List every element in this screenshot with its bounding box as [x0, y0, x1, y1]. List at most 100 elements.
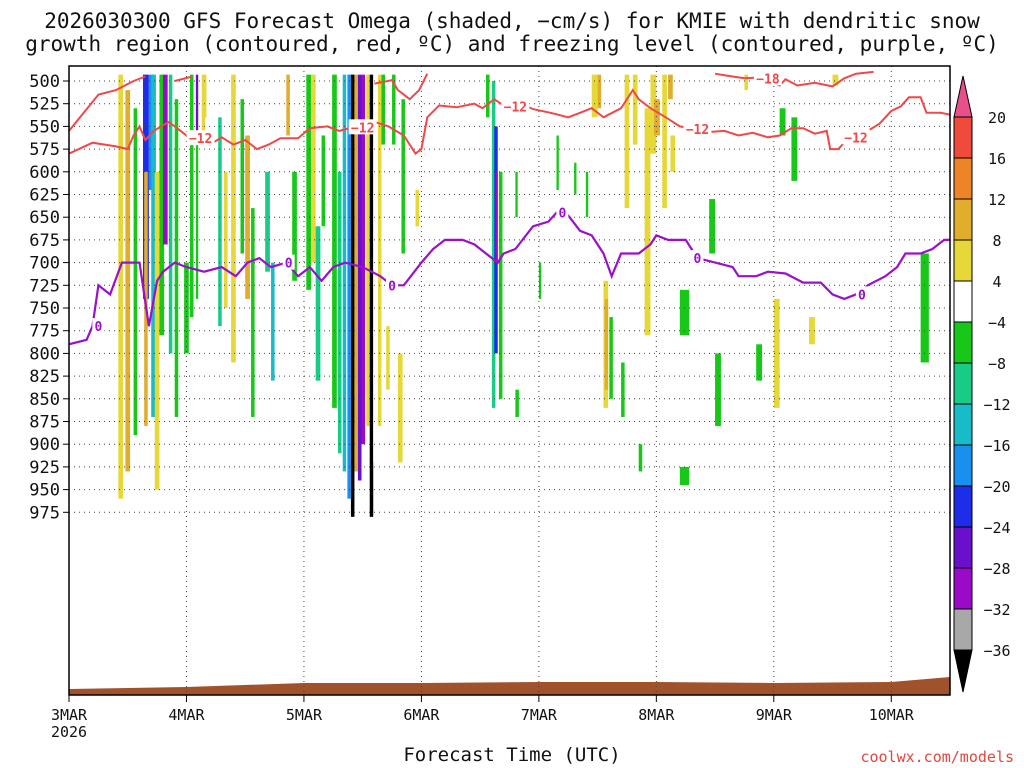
colorbar-top-arrow — [953, 75, 973, 118]
omega-cell — [809, 317, 815, 345]
colorbar-swatch — [953, 608, 973, 651]
freezing-level-label-bg — [691, 250, 704, 266]
colorbar-swatch — [953, 444, 973, 487]
omega-cell — [292, 171, 297, 281]
omega-cell — [644, 108, 651, 336]
colorbar-swatch — [953, 198, 973, 241]
colorbar-swatch — [953, 567, 973, 610]
y-tick-label: 800 — [29, 344, 60, 364]
y-tick-label: 625 — [29, 186, 60, 206]
x-tick-label: 10MAR — [869, 706, 915, 724]
omega-cell — [354, 74, 358, 472]
omega-cell — [278, 144, 283, 318]
y-tick-label: 600 — [29, 163, 60, 183]
omega-cell — [366, 74, 370, 427]
omega-cell — [709, 199, 716, 254]
freezing-level-line — [69, 211, 950, 346]
omega-cell — [315, 226, 321, 381]
isotherm-minus12-label: −12 — [686, 123, 709, 138]
colorbar-swatch — [953, 157, 973, 200]
omega-cell — [515, 389, 519, 417]
credit-text: coolwx.com/models — [860, 748, 1014, 766]
omega-cell — [118, 74, 124, 499]
freezing-level-label-bg — [556, 204, 569, 220]
omega-cell — [218, 117, 222, 327]
omega-cell — [350, 74, 355, 517]
colorbar-label: −36 — [983, 642, 1010, 660]
colorbar-label: −20 — [983, 478, 1010, 496]
omega-cell — [515, 171, 518, 218]
omega-cell — [159, 74, 165, 336]
chart-title-line-2: growth region (contoured, red, ºC) and f… — [25, 32, 999, 56]
colorbar-label: −4 — [988, 314, 1006, 332]
x-tick-label: 7MAR — [521, 706, 558, 724]
omega-cell — [201, 74, 207, 136]
isotherm-minus12-label: −12 — [844, 131, 867, 146]
omega-cell — [251, 208, 255, 417]
isotherm-minus18-label: −18 — [756, 72, 780, 87]
colorbar-swatch — [953, 116, 973, 159]
colorbar-bottom-arrow — [953, 649, 973, 693]
omega-cell — [556, 135, 559, 190]
isotherm-minus12-label: −12 — [351, 121, 374, 136]
omega-cell — [650, 74, 657, 154]
colorbar-label: −28 — [983, 560, 1010, 578]
omega-cell — [381, 74, 385, 145]
omega-cell — [486, 74, 490, 118]
colorbar-label: −8 — [988, 355, 1006, 373]
omega-cell — [415, 189, 420, 227]
omega-cell — [632, 74, 638, 145]
omega-cell — [369, 74, 374, 517]
y-tick-label: 775 — [29, 322, 60, 342]
y-tick-label: 950 — [29, 481, 60, 501]
omega-cell — [773, 298, 780, 408]
omega-cell — [168, 74, 173, 354]
y-tick-label: 650 — [29, 208, 60, 228]
colorbar-label: −12 — [983, 396, 1010, 414]
isotherm-minus12-label-bg — [501, 98, 530, 114]
freezing-level-label: 0 — [285, 257, 293, 272]
colorbar-label: 20 — [988, 109, 1006, 127]
plot-frame — [68, 65, 951, 696]
isotherm-minus12-label-bg — [683, 121, 712, 137]
omega-cell — [392, 74, 396, 145]
isotherm-minus18-label-bg — [753, 70, 782, 86]
omega-cell — [538, 262, 542, 299]
y-tick-label: 850 — [29, 390, 60, 410]
freezing-level-label: 0 — [858, 288, 866, 303]
freezing-level-label: 0 — [388, 279, 396, 294]
omega-cell — [495, 171, 498, 263]
omega-cell — [271, 262, 275, 381]
omega-cell — [361, 74, 366, 445]
isotherm-minus12-label: −12 — [189, 132, 212, 147]
omega-cell — [306, 74, 311, 290]
colorbar-swatch — [953, 321, 973, 364]
omega-cell — [154, 171, 160, 490]
omega-cell — [373, 74, 377, 463]
omega-cell — [240, 99, 245, 254]
omega-cell — [310, 74, 316, 263]
omega-cell — [679, 466, 690, 486]
y-tick-label: 675 — [29, 231, 60, 251]
omega-cell — [744, 74, 748, 91]
isotherm-minus18-line — [714, 70, 874, 88]
omega-cell — [597, 74, 602, 109]
omega-cell — [397, 353, 403, 463]
omega-cell — [491, 81, 496, 408]
y-tick-label: 925 — [29, 458, 60, 478]
isotherm-minus12-label-bg — [348, 119, 377, 135]
grid-lines — [68, 66, 950, 695]
omega-cell — [401, 99, 405, 254]
colorbar-swatch — [953, 526, 973, 569]
omega-cell — [195, 74, 199, 136]
y-tick-label: 725 — [29, 276, 60, 296]
omega-cell — [245, 135, 250, 299]
omega-cell — [653, 99, 660, 136]
omega-cell — [321, 135, 326, 227]
y-tick-label: 500 — [29, 72, 60, 92]
isotherm-minus12-label-bg — [842, 129, 871, 145]
y-tick-label: 550 — [29, 117, 60, 137]
x-tick-label: 3MAR — [51, 706, 88, 724]
